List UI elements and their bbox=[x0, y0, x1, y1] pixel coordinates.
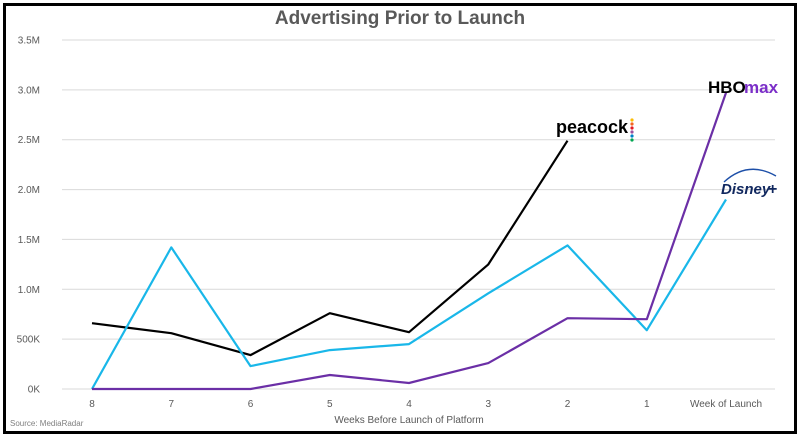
x-tick-label: 7 bbox=[168, 399, 174, 410]
x-tick-label: 5 bbox=[327, 399, 333, 410]
peacock-logo: peacock bbox=[556, 117, 634, 142]
y-tick-label: 1.0M bbox=[18, 285, 40, 296]
disney-plus-logo: Disney + bbox=[721, 168, 777, 198]
y-tick-label: 3.0M bbox=[18, 85, 40, 96]
x-tick-label: 2 bbox=[565, 399, 571, 410]
chart-frame bbox=[3, 3, 797, 434]
hbo-max-logo: HBO max bbox=[708, 78, 779, 97]
x-tick-label: 4 bbox=[406, 399, 412, 410]
svg-text:max: max bbox=[744, 78, 779, 97]
x-tick-label: 1 bbox=[644, 399, 650, 410]
chart-title: Advertising Prior to Launch bbox=[274, 8, 526, 29]
y-tick-label: 2.0M bbox=[18, 185, 40, 196]
y-tick-label: 3.5M bbox=[18, 36, 40, 47]
svg-text:+: + bbox=[768, 181, 777, 198]
x-tick-label: 3 bbox=[485, 399, 491, 410]
gridlines bbox=[62, 39, 775, 390]
source-note: Source: MediaRadar bbox=[10, 419, 84, 428]
svg-text:peacock: peacock bbox=[556, 117, 629, 137]
x-tick-label: 8 bbox=[89, 399, 95, 410]
svg-text:Disney: Disney bbox=[721, 181, 771, 198]
x-tick-label: Week of Launch bbox=[690, 399, 762, 410]
y-tick-label: 2.5M bbox=[18, 135, 40, 146]
series-line-peacock bbox=[91, 140, 569, 357]
y-tick-label: 500K bbox=[17, 335, 41, 346]
x-axis-label: Weeks Before Launch of Platform bbox=[334, 415, 483, 426]
y-tick-label: 1.5M bbox=[18, 235, 40, 246]
series-lines bbox=[91, 92, 728, 391]
x-tick-label: 6 bbox=[248, 399, 254, 410]
series-line-disney- bbox=[91, 198, 727, 390]
x-axis-ticks: 8 7 6 5 4 3 2 1 Week of Launch bbox=[89, 399, 762, 410]
svg-text:HBO: HBO bbox=[708, 78, 746, 97]
series-line-hbo-max bbox=[92, 92, 728, 391]
y-axis-ticks: 0K 500K 1.0M 1.5M 2.0M 2.5M 3.0M 3.5M bbox=[17, 36, 41, 396]
y-tick-label: 0K bbox=[28, 385, 41, 396]
